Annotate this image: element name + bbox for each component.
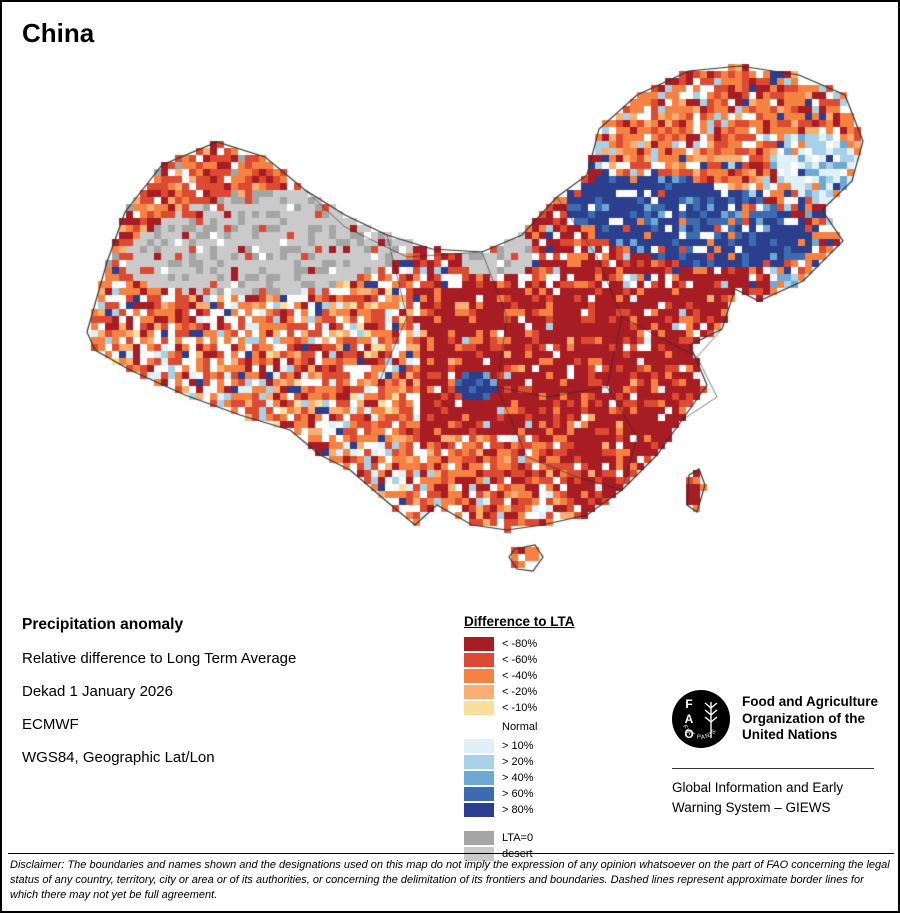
legend-item-label: LTA=0 [502, 832, 534, 844]
legend-item: Normal [464, 719, 575, 735]
legend-item-label: desert [502, 848, 533, 860]
legend-swatch [464, 831, 494, 845]
legend-item-label: > 80% [502, 804, 534, 816]
legend-item-label: < -60% [502, 654, 538, 666]
legend-item-label: < -80% [502, 638, 538, 650]
legend-swatch [464, 653, 494, 667]
fao-logo-letters: FAO [682, 697, 696, 742]
legend-swatch [464, 787, 494, 801]
legend-swatch [464, 637, 494, 651]
legend-item-label: > 40% [502, 772, 534, 784]
legend-item-label: < -10% [502, 702, 538, 714]
legend-item: > 10% [464, 738, 575, 754]
giews-text: Global Information and Early Warning Sys… [672, 780, 844, 815]
fao-logo: FAO FIAT PANIS [672, 690, 730, 748]
legend-swatch [464, 771, 494, 785]
legend-item-label: > 10% [502, 740, 534, 752]
info-subtitle: Relative difference to Long Term Average [22, 650, 297, 667]
info-projection: WGS84, Geographic Lat/Lon [22, 749, 215, 766]
legend-item: > 20% [464, 754, 575, 770]
legend-item-label: > 20% [502, 756, 534, 768]
legend-item: < -60% [464, 652, 575, 668]
legend-item: < -20% [464, 684, 575, 700]
wheat-icon [704, 702, 718, 738]
legend-swatch [464, 669, 494, 683]
legend-item-label: < -20% [502, 686, 538, 698]
fao-name: Food and Agriculture Organization of the… [742, 693, 878, 743]
map-info-block: Precipitation anomaly Relative differenc… [22, 616, 296, 782]
legend-swatch [464, 685, 494, 699]
legend-item: LTA=0 [464, 830, 575, 846]
legend-swatch [464, 803, 494, 817]
legend-item-label: > 60% [502, 788, 534, 800]
info-source: ECMWF [22, 716, 79, 733]
page-title: China [22, 18, 95, 48]
legend-swatch [464, 739, 494, 753]
legend-item: < -80% [464, 636, 575, 652]
legend-item: < -40% [464, 668, 575, 684]
legend-item: > 60% [464, 786, 575, 802]
legend-item: > 40% [464, 770, 575, 786]
legend-item-label: Normal [502, 721, 538, 733]
legend-swatch [464, 701, 494, 715]
legend-title: Difference to LTA [464, 614, 575, 629]
info-heading: Precipitation anomaly [22, 616, 184, 633]
legend-item: > 80% [464, 802, 575, 818]
legend-gap [464, 818, 575, 830]
legend-swatch [464, 755, 494, 769]
disclaimer-text: Disclaimer: The boundaries and names sho… [8, 853, 894, 903]
org-divider [672, 768, 874, 769]
china-map-canvas [77, 57, 877, 617]
legend-item-label: < -40% [502, 670, 538, 682]
legend-item: < -10% [464, 700, 575, 716]
svg-text:FIAT PANIS: FIAT PANIS [681, 724, 718, 741]
legend-swatch [464, 847, 494, 861]
legend-item: desert [464, 846, 575, 862]
legend: Difference to LTA < -80% < -60% < -40% <… [464, 614, 575, 862]
info-dekad: Dekad 1 January 2026 [22, 683, 173, 700]
fao-block: FAO FIAT PANIS Food and Agriculture Orga… [672, 690, 887, 748]
fao-motto: FIAT PANIS [681, 724, 718, 741]
legend-swatch [464, 720, 494, 734]
